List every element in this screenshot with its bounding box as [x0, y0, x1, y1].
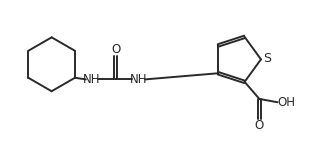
Text: O: O: [255, 119, 264, 132]
Text: NH: NH: [83, 73, 101, 86]
Text: OH: OH: [277, 96, 295, 109]
Text: NH: NH: [130, 73, 148, 86]
Text: S: S: [263, 52, 271, 65]
Text: O: O: [111, 43, 120, 56]
